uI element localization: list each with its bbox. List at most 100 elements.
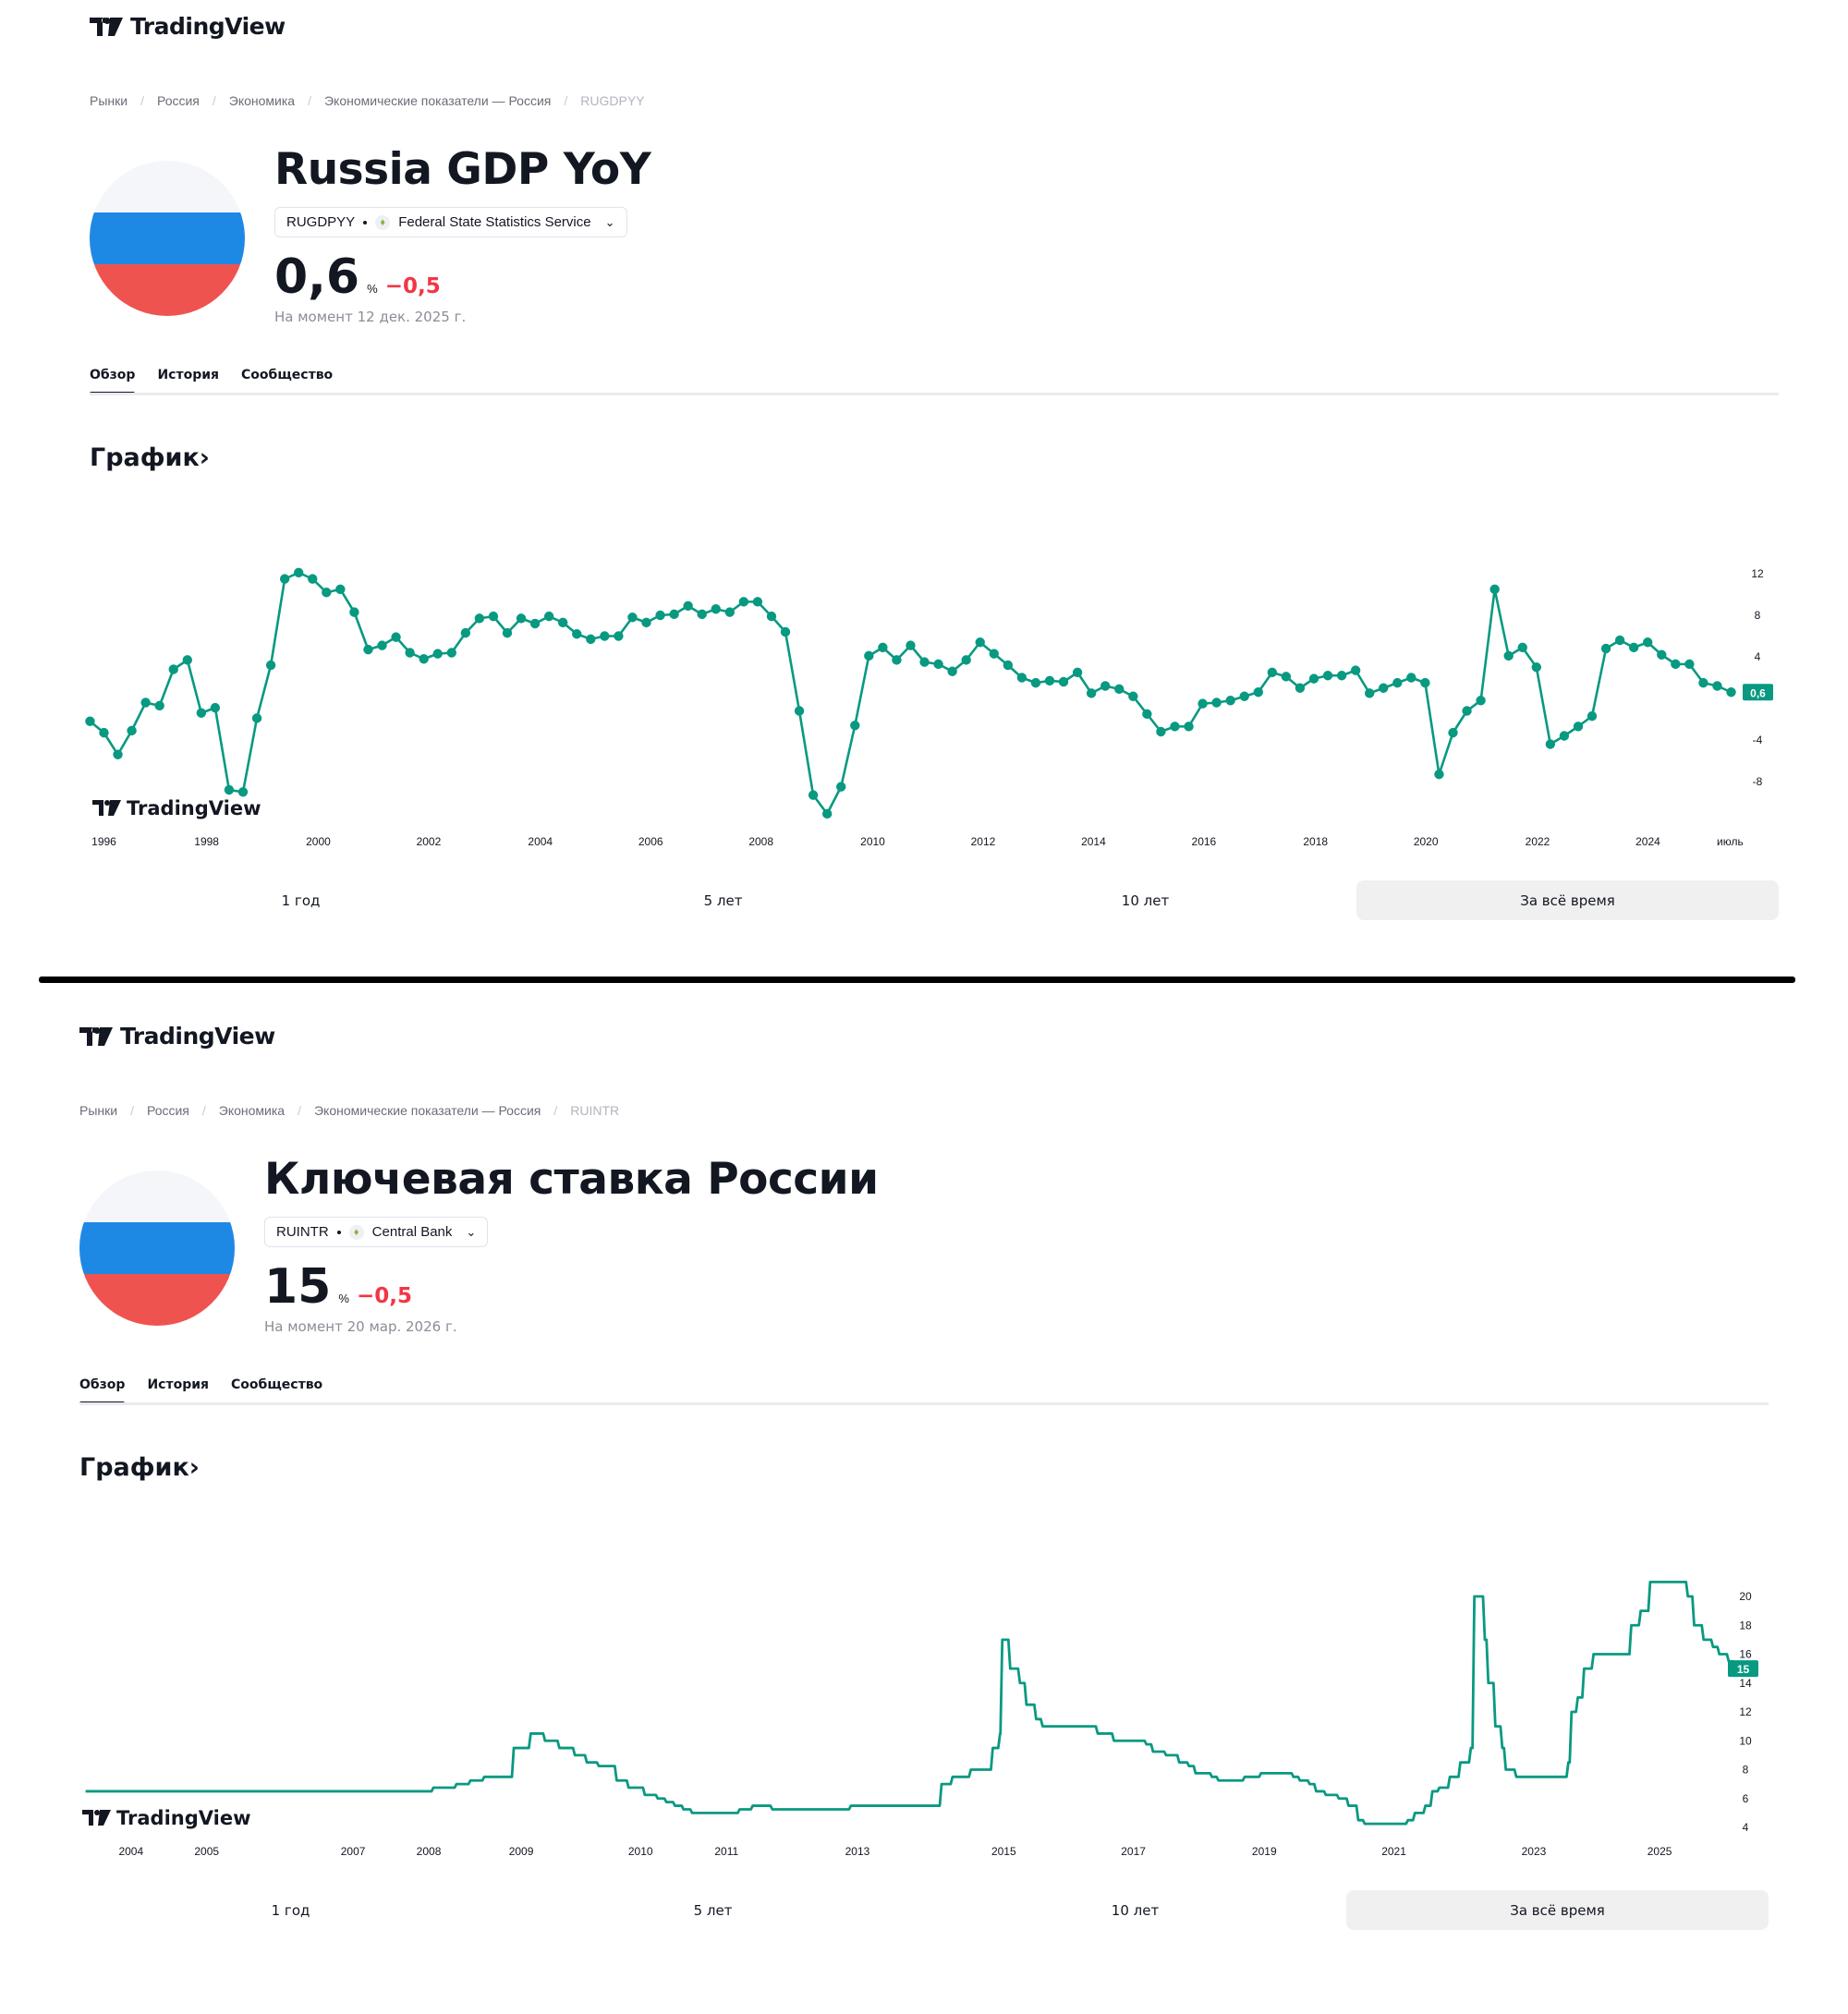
tab-bar: Обзор История Сообщество — [79, 1377, 323, 1405]
gdp-data-point — [947, 666, 957, 676]
gdp-data-point — [154, 700, 164, 711]
range-all-button[interactable]: За всё время — [1356, 880, 1779, 920]
breadcrumb-item[interactable]: Экономика — [218, 1103, 286, 1118]
gdp-data-point — [766, 611, 777, 622]
value-number: 0,6 — [274, 249, 360, 305]
gdp-data-point — [683, 601, 693, 612]
breadcrumb-separator: / — [308, 93, 311, 108]
gdp-data-point — [377, 640, 387, 650]
x-tick-label: 2008 — [417, 1845, 442, 1858]
y-tick-label: -8 — [1753, 775, 1763, 788]
range-5y-button[interactable]: 5 лет — [693, 1901, 733, 1919]
page-title: Ключевая ставка России — [264, 1154, 879, 1205]
breadcrumb-item[interactable]: Рынки — [79, 1103, 118, 1118]
gdp-data-point — [1336, 671, 1347, 681]
breadcrumb-item[interactable]: Экономические показатели — Россия — [323, 93, 552, 108]
breadcrumb-item[interactable]: Экономические показатели — Россия — [313, 1103, 541, 1118]
breadcrumb-separator: / — [298, 1103, 301, 1118]
breadcrumb-item[interactable]: Россия — [146, 1103, 189, 1118]
gdp-data-point — [1600, 643, 1611, 654]
gdp-data-point — [1379, 683, 1389, 693]
gdp-data-point — [1559, 731, 1570, 741]
breadcrumb-separator: / — [140, 93, 144, 108]
gdp-data-point — [738, 597, 749, 607]
gdp-data-point — [1684, 659, 1695, 670]
gdp-data-point — [1531, 662, 1542, 673]
tab-history[interactable]: История — [147, 1377, 210, 1392]
gdp-data-point — [349, 607, 359, 617]
x-tick-label: 2002 — [417, 835, 442, 848]
separator-dot — [363, 220, 368, 224]
tab-history[interactable]: История — [157, 368, 220, 382]
russia-flag-icon — [90, 161, 245, 316]
gdp-data-point — [1044, 675, 1055, 686]
gdp-data-point — [1726, 687, 1736, 698]
x-tick-label: 2007 — [341, 1845, 366, 1858]
x-tick-label: 2004 — [528, 835, 553, 848]
separator-dot — [336, 1230, 341, 1234]
gdp-data-point — [1142, 709, 1152, 720]
chart-heading-link[interactable]: График› — [79, 1453, 200, 1482]
breadcrumb-separator: / — [201, 1103, 206, 1118]
gdp-data-point — [933, 659, 943, 670]
x-tick-label: 2008 — [748, 835, 773, 848]
range-10y-button[interactable]: 10 лет — [1121, 892, 1170, 909]
symbol-source-dropdown[interactable]: RUINTR ♦ Central Bank ⌄ — [264, 1217, 489, 1247]
gdp-data-point — [488, 611, 499, 622]
breadcrumb: Рынки / Россия / Экономика / Экономические … — [90, 93, 645, 108]
x-tick-label: 2021 — [1381, 1845, 1406, 1858]
tab-community[interactable]: Сообщество — [241, 368, 334, 382]
x-tick-label: 2012 — [971, 835, 996, 848]
gdp-data-point — [1267, 667, 1278, 678]
x-tick-label: 2000 — [306, 835, 331, 848]
gdp-data-point — [655, 610, 665, 621]
chart[interactable]: 12 8 4 -4 -8 1996 1998 2000 2002 2004 2006 2008 2010… — [0, 0, 1848, 868]
range-selector: 1 год 5 лет 10 лет За всё время — [79, 1890, 1769, 1930]
gdp-data-point — [237, 787, 249, 797]
chart[interactable]: 20 18 16 14 12 10 8 6 4 2004 2005 2007 2008 2009 2010 2… — [0, 1010, 1838, 1878]
chart-heading-link[interactable]: График› — [90, 443, 210, 472]
last-value-label: 0,6 — [1750, 686, 1766, 699]
breadcrumb-item[interactable]: Рынки — [90, 93, 128, 108]
brand-name: TradingView — [120, 1023, 275, 1049]
x-tick-label: 2011 — [714, 1845, 738, 1858]
y-tick-label: 6 — [1743, 1792, 1749, 1805]
gdp-data-point — [1712, 681, 1722, 691]
as-of-date: На момент 12 дек. 2025 г. — [274, 309, 467, 325]
tradingview-logo-icon — [79, 1026, 113, 1046]
gdp-data-point — [196, 708, 207, 718]
brand-name: TradingView — [130, 13, 286, 40]
breadcrumb-item[interactable]: Россия — [156, 93, 200, 108]
range-1y-button[interactable]: 1 год — [271, 1901, 310, 1919]
symbol-code: RUGDPYY — [286, 214, 356, 230]
range-1y-button[interactable]: 1 год — [281, 892, 321, 909]
tradingview-logo[interactable]: TradingView — [79, 1023, 275, 1049]
x-tick-label: 1998 — [194, 835, 219, 848]
y-tick-label: 4 — [1743, 1821, 1749, 1834]
chart-watermark-logo: TradingView — [92, 797, 261, 819]
tradingview-logo[interactable]: TradingView — [90, 13, 286, 40]
gdp-data-point — [989, 649, 999, 659]
tab-community[interactable]: Сообщество — [231, 1377, 323, 1392]
gdp-data-point — [1114, 684, 1125, 695]
gdp-data-point — [1225, 696, 1235, 706]
source-emblem-icon: ♦ — [348, 1224, 364, 1240]
gdp-data-point — [614, 631, 624, 641]
symbol-source-dropdown[interactable]: RUGDPYY ♦ Federal State Statistics Servi… — [274, 207, 627, 237]
y-tick-label: 16 — [1739, 1648, 1752, 1661]
range-10y-button[interactable]: 10 лет — [1111, 1901, 1160, 1919]
range-5y-button[interactable]: 5 лет — [703, 892, 743, 909]
gdp-data-point — [1308, 673, 1319, 684]
range-all-button[interactable]: За всё время — [1346, 1890, 1769, 1930]
breadcrumb-separator: / — [130, 1103, 134, 1118]
gdp-data-point — [265, 660, 276, 671]
gdp-data-point — [627, 613, 638, 623]
gdp-data-point — [1072, 667, 1083, 678]
breadcrumb-item[interactable]: Экономика — [228, 93, 296, 108]
breadcrumb-current: RUINTR — [570, 1103, 620, 1118]
gdp-data-point — [1657, 649, 1667, 660]
gdp-data-point — [1406, 673, 1416, 683]
gdp-data-point — [1392, 677, 1403, 688]
gdp-data-point — [906, 640, 916, 650]
gdp-data-point — [1350, 665, 1361, 675]
